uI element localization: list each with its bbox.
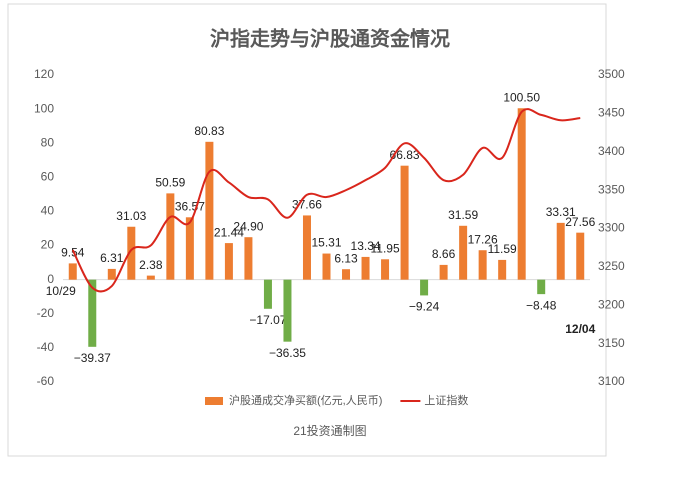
y-tick-label: 120 xyxy=(34,67,54,81)
y2-tick-label: 3450 xyxy=(598,106,625,120)
bar xyxy=(244,237,253,280)
data-label: 6.31 xyxy=(100,251,124,265)
y-tick-label: 20 xyxy=(41,238,55,252)
chart-title: 沪指走势与沪股通资金情况 xyxy=(210,26,450,50)
data-label: 21.44 xyxy=(214,225,244,239)
data-label: 100.50 xyxy=(503,90,540,104)
data-label: 24.90 xyxy=(233,219,263,233)
data-label: −8.48 xyxy=(526,298,557,312)
y2-tick-label: 3400 xyxy=(598,144,625,158)
bar xyxy=(146,275,155,280)
data-label: 37.66 xyxy=(292,198,322,212)
data-label: 31.03 xyxy=(116,209,146,223)
bar xyxy=(224,243,233,280)
data-label: −17.07 xyxy=(249,313,286,327)
y-tick-label: 60 xyxy=(41,170,55,184)
y-tick-label: -20 xyxy=(37,306,55,320)
data-label: 50.59 xyxy=(155,176,185,190)
data-label: −9.24 xyxy=(409,300,440,314)
bar xyxy=(478,250,487,280)
y-tick-label: 0 xyxy=(47,272,54,286)
y2-tick-label: 3150 xyxy=(598,336,625,350)
bar xyxy=(283,279,292,342)
bar xyxy=(302,215,311,280)
bar xyxy=(88,279,97,347)
bar xyxy=(68,263,77,280)
y2-tick-label: 3250 xyxy=(598,259,625,273)
bar xyxy=(537,279,546,295)
bar xyxy=(498,259,507,280)
data-label: −39.37 xyxy=(74,351,111,365)
y2-tick-label: 3500 xyxy=(598,67,625,81)
bar xyxy=(361,256,370,280)
legend-label: 上证指数 xyxy=(424,393,468,407)
bar xyxy=(127,226,136,280)
bar xyxy=(556,222,565,280)
legend-swatch xyxy=(205,397,223,405)
y2-tick-label: 3200 xyxy=(598,297,625,311)
footer: 21投资通制图 xyxy=(293,423,366,438)
bar xyxy=(205,141,214,280)
bar xyxy=(185,217,194,280)
bar xyxy=(439,264,448,280)
bar xyxy=(517,108,526,280)
data-label: 6.13 xyxy=(334,251,358,265)
data-label: 33.31 xyxy=(546,205,576,219)
bar xyxy=(107,268,116,280)
y2-tick-label: 3350 xyxy=(598,182,625,196)
data-label: 27.56 xyxy=(565,215,595,229)
line xyxy=(71,108,581,293)
bar xyxy=(420,279,429,296)
data-label: 11.95 xyxy=(370,241,399,255)
bar xyxy=(400,165,409,280)
y2-tick-label: 3100 xyxy=(598,374,625,388)
y-tick-label: 80 xyxy=(41,135,55,149)
data-label: 17.26 xyxy=(468,232,498,246)
data-label: 31.59 xyxy=(448,208,478,222)
data-label: 11.59 xyxy=(488,242,517,256)
bar xyxy=(576,232,585,280)
legend-label: 沪股通成交净买额(亿元,人民币) xyxy=(229,393,382,407)
bar xyxy=(166,193,175,280)
data-label: 13.34 xyxy=(351,239,381,253)
y-tick-label: -40 xyxy=(37,340,55,354)
y2-tick-label: 3300 xyxy=(598,221,625,235)
data-label: −36.35 xyxy=(269,346,306,360)
y-tick-label: 100 xyxy=(34,101,54,115)
bar xyxy=(322,253,331,280)
bar xyxy=(459,225,468,280)
data-label: 2.38 xyxy=(139,258,163,272)
data-label: 8.66 xyxy=(432,247,456,261)
data-label: 15.31 xyxy=(311,236,341,250)
y-tick-label: 40 xyxy=(41,204,55,218)
x-tick-label: 10/29 xyxy=(46,284,76,298)
bar xyxy=(263,279,272,309)
bar xyxy=(342,269,351,280)
data-label: 36.57 xyxy=(175,199,205,213)
y-tick-label: -60 xyxy=(37,374,55,388)
bar xyxy=(381,259,390,280)
x-tick-label: 12/04 xyxy=(565,322,595,336)
data-label: 80.83 xyxy=(194,124,224,138)
